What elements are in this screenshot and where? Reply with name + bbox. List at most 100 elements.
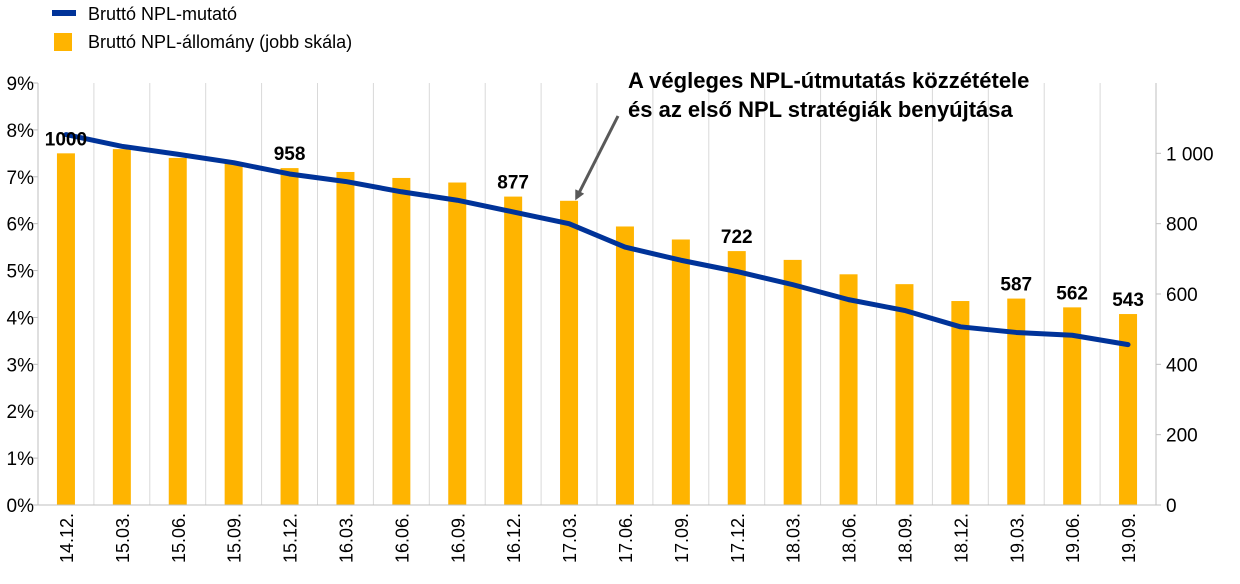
x-tick-label: 16.12. <box>504 513 524 563</box>
legend: Bruttó NPL-mutató Bruttó NPL-állomány (j… <box>52 4 352 52</box>
left-tick-label: 2% <box>7 402 35 423</box>
legend-bar-swatch <box>54 33 72 51</box>
bar <box>951 301 970 505</box>
right-tick-label: 0 <box>1166 496 1177 517</box>
x-tick-label: 14.12. <box>57 513 77 563</box>
bar <box>671 239 690 505</box>
line-point <box>791 283 795 287</box>
left-tick-label: 1% <box>7 449 35 470</box>
line-point <box>735 269 739 273</box>
line-point <box>679 258 683 262</box>
x-tick-label: 17.03. <box>560 513 580 563</box>
annotation-line-1: A végleges NPL-útmutatás közzététele <box>628 68 1029 93</box>
x-tick-label: 19.03. <box>1007 513 1027 563</box>
left-axis-ticks: 0% 1% 2% 3% 4% 5% 6% 7% 8% 9% <box>7 74 38 517</box>
bar <box>504 196 523 506</box>
data-label: 958 <box>274 144 306 165</box>
line-point <box>288 172 292 176</box>
left-tick-label: 5% <box>7 262 35 283</box>
right-tick-label: 400 <box>1166 355 1198 376</box>
line-point <box>902 308 906 312</box>
annotation-line-2: és az első NPL stratégiák benyújtása <box>628 97 1014 122</box>
x-tick-label: 16.06. <box>392 513 412 563</box>
line-point <box>567 222 571 226</box>
x-tick-label: 16.09. <box>448 513 468 563</box>
line-point <box>232 161 236 165</box>
x-tick-label: 18.03. <box>784 513 804 563</box>
line-point <box>176 152 180 156</box>
data-label: 722 <box>721 227 753 248</box>
bar <box>280 168 299 505</box>
x-tick-label: 19.09. <box>1119 513 1139 563</box>
line-point <box>1126 343 1130 347</box>
right-axis-ticks: 0 200 400 600 800 1 000 <box>1156 144 1214 517</box>
x-tick-label: 15.03. <box>113 513 133 563</box>
x-tick-label: 17.12. <box>728 513 748 563</box>
line-point <box>958 325 962 329</box>
left-tick-label: 3% <box>7 355 35 376</box>
line-series <box>63 132 1131 348</box>
left-tick-label: 6% <box>7 215 35 236</box>
x-tick-label: 17.09. <box>672 513 692 563</box>
legend-label-line: Bruttó NPL-mutató <box>88 4 237 24</box>
right-tick-label: 800 <box>1166 215 1198 236</box>
bar <box>727 251 746 505</box>
bar <box>448 182 467 505</box>
line-point <box>399 190 403 194</box>
line-point <box>455 198 459 202</box>
x-axis-ticks: 14.12. 15.03. 15.06. 15.09. 15.12. 16.03. 16.0… <box>57 513 1139 563</box>
line-point <box>120 144 124 148</box>
x-tick-label: 16.03. <box>336 513 356 563</box>
line-point <box>64 133 68 137</box>
data-label: 587 <box>1000 275 1032 296</box>
bar <box>336 171 355 505</box>
line-point <box>1014 330 1018 334</box>
line-point <box>511 210 515 214</box>
bar <box>839 274 858 505</box>
bar <box>224 162 243 505</box>
bar <box>1007 298 1026 505</box>
bar <box>1119 314 1138 505</box>
bar <box>895 284 914 505</box>
data-label: 562 <box>1056 283 1088 304</box>
data-label: 1000 <box>45 129 87 150</box>
data-label: 543 <box>1112 290 1144 311</box>
x-tick-label: 15.12. <box>281 513 301 563</box>
x-tick-label: 18.06. <box>840 513 860 563</box>
x-tick-label: 15.06. <box>169 513 189 563</box>
left-tick-label: 8% <box>7 121 35 142</box>
x-tick-label: 18.09. <box>895 513 915 563</box>
bar <box>112 149 131 505</box>
right-tick-label: 1 000 <box>1166 144 1214 165</box>
left-tick-label: 4% <box>7 308 35 329</box>
right-tick-label: 200 <box>1166 426 1198 447</box>
data-labels: 1000 958 877 722 587 562 543 <box>45 129 1144 311</box>
legend-label-bar: Bruttó NPL-állomány (jobb skála) <box>88 32 352 52</box>
bar <box>783 259 802 505</box>
grid-lines <box>93 83 1101 505</box>
bar-series <box>56 149 1138 506</box>
bar <box>392 177 411 505</box>
bar <box>560 200 579 505</box>
left-tick-label: 9% <box>7 74 35 95</box>
bar <box>168 157 187 505</box>
line-point <box>1070 333 1074 337</box>
line-point <box>343 179 347 183</box>
line-point <box>623 245 627 249</box>
annotation: A végleges NPL-útmutatás közzététele és … <box>575 68 1029 201</box>
x-tick-label: 18.12. <box>951 513 971 563</box>
bar <box>56 153 75 506</box>
legend-line-swatch <box>52 10 76 16</box>
line-path <box>63 132 1131 348</box>
data-label: 877 <box>497 173 529 194</box>
x-tick-label: 17.06. <box>616 513 636 563</box>
left-tick-label: 7% <box>7 168 35 189</box>
x-tick-label: 15.09. <box>225 513 245 563</box>
annotation-arrow <box>575 115 620 201</box>
right-tick-label: 600 <box>1166 285 1198 306</box>
left-tick-label: 0% <box>7 496 35 517</box>
line-point <box>847 298 851 302</box>
x-tick-label: 19.06. <box>1063 513 1083 563</box>
bar <box>615 226 634 506</box>
bar <box>1063 307 1082 505</box>
